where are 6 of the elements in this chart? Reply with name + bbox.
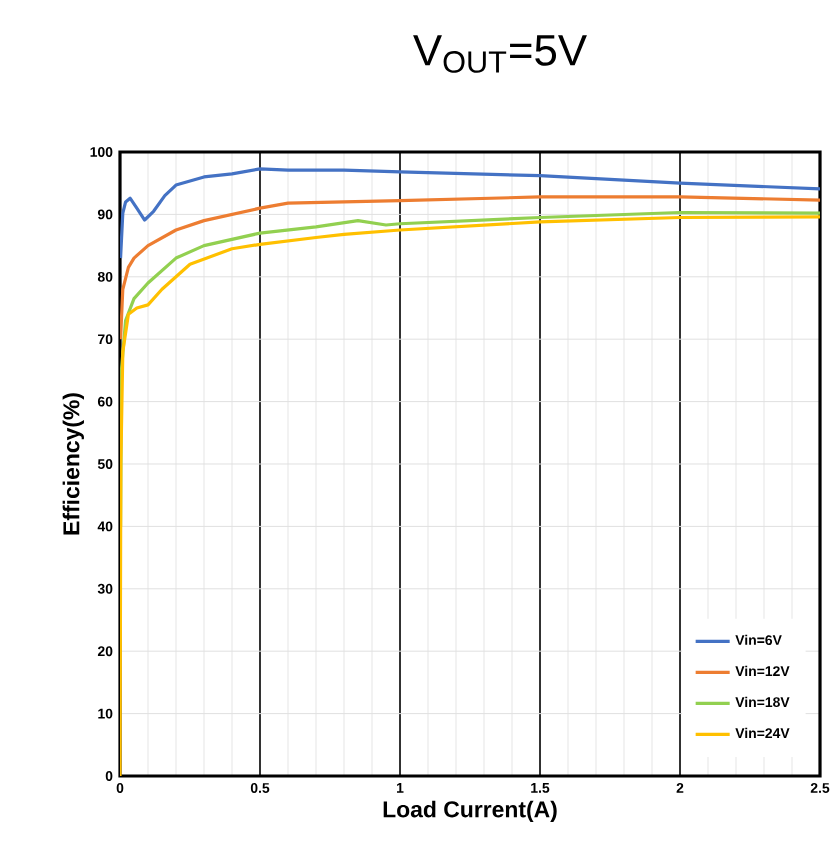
chart-title: V$_{OUT}$=5V [413, 35, 587, 73]
y-axis-title: Efficiency(%) [62, 393, 84, 535]
line-series [120, 167, 821, 260]
x-axis-title: Load Current(A) [383, 800, 557, 822]
line-series [120, 195, 821, 341]
line-series [120, 215, 821, 776]
